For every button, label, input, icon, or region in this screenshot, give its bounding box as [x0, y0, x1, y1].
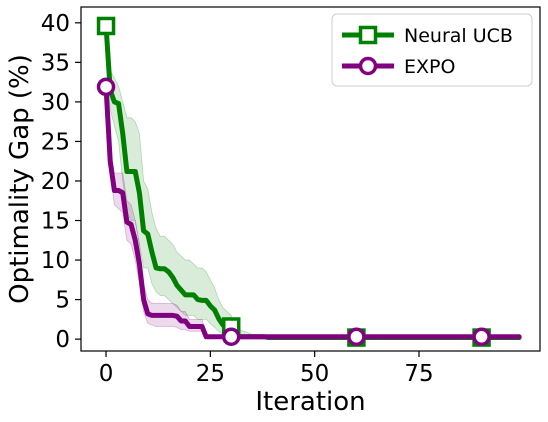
y-tick-label: 40 [41, 11, 70, 37]
legend-label: EXPO [404, 56, 455, 78]
y-tick-label: 15 [41, 209, 70, 235]
x-axis-ticks: 0 25 50 75 [99, 351, 434, 387]
expo-line [103, 84, 522, 340]
y-tick-label: 5 [55, 288, 70, 314]
expo-marker [472, 327, 491, 347]
series-lines [103, 23, 522, 341]
x-axis-label: Iteration [255, 387, 365, 417]
y-tick-label: 0 [55, 327, 70, 353]
neural-ucb-legend-marker [358, 25, 378, 45]
expo-marker [221, 327, 241, 347]
y-tick-label: 35 [41, 50, 70, 76]
plot-frame [80, 6, 541, 352]
y-tick-label: 10 [41, 248, 70, 274]
y-tick-label: 30 [41, 90, 70, 116]
expo-legend-marker [358, 56, 378, 76]
y-axis-label: Optimality Gap (%) [5, 54, 35, 304]
x-tick-label: 0 [99, 361, 114, 387]
neural-ucb-marker [96, 16, 116, 36]
expo-marker [96, 77, 116, 97]
y-axis-ticks: 0 5 10 15 20 25 30 35 40 [41, 11, 81, 353]
expo-band [105, 86, 520, 338]
x-tick-label: 50 [300, 361, 329, 387]
x-tick-label: 25 [196, 361, 225, 387]
x-tick-label: 75 [404, 361, 433, 387]
y-tick-label: 20 [41, 169, 70, 195]
legend: Neural UCB EXPO [331, 13, 533, 87]
series-markers [96, 16, 491, 347]
legend-label: Neural UCB [404, 25, 513, 47]
expo-marker [347, 327, 366, 347]
y-tick-label: 25 [41, 129, 70, 155]
